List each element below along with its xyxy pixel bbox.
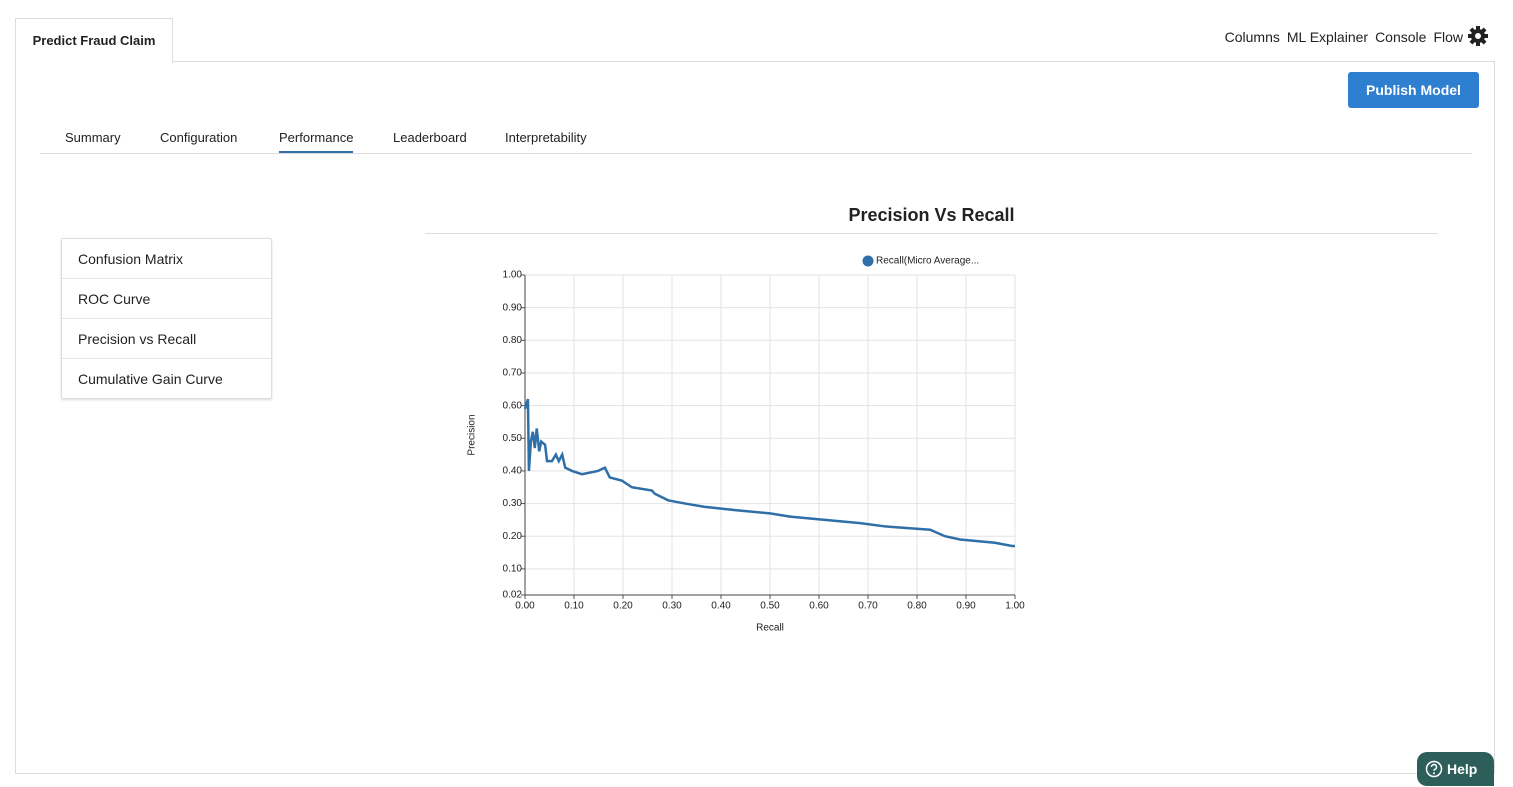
content-frame (15, 61, 1495, 774)
menu-item[interactable]: ROC Curve (62, 279, 271, 319)
y-tick-label: 0.10 (503, 564, 523, 575)
y-tick-label: 0.90 (503, 302, 523, 313)
tab[interactable]: Leaderboard (393, 130, 467, 145)
y-tick-label: 0.40 (503, 466, 523, 477)
y-tick-label: 1.00 (503, 270, 523, 281)
help-icon (1425, 760, 1443, 778)
x-tick-label: 0.10 (564, 601, 584, 612)
tab[interactable]: Configuration (160, 130, 238, 145)
chart-title: Precision Vs Recall (425, 205, 1438, 234)
y-tick-label: 0.60 (503, 400, 523, 411)
x-tick-label: 0.60 (809, 601, 829, 612)
tab[interactable]: Summary (65, 130, 121, 145)
x-tick-label: 0.20 (613, 601, 633, 612)
tab-active[interactable]: Performance (279, 130, 354, 153)
nav-item[interactable]: Columns (1224, 29, 1280, 45)
y-tick-label: 0.30 (503, 498, 523, 509)
x-tick-label: 0.50 (760, 601, 780, 612)
side-menu: Confusion Matrix ROC Curve Precision vs … (61, 238, 272, 399)
app-tab[interactable]: Predict Fraud Claim (15, 18, 173, 63)
tab[interactable]: Interpretability (505, 130, 587, 145)
menu-item[interactable]: Precision vs Recall (62, 319, 271, 359)
nav-item[interactable]: ML Explainer (1286, 29, 1369, 45)
legend-label: Recall(Micro Average... (876, 256, 979, 267)
tab-bar: Summary Configuration Performance Leader… (40, 130, 1472, 154)
help-label: Help (1447, 761, 1478, 777)
y-tick-label: 0.02 (503, 590, 523, 601)
x-tick-label: 0.00 (515, 601, 535, 612)
x-axis-label: Recall (756, 623, 784, 634)
series-line (523, 398, 1015, 548)
y-tick-label: 0.70 (503, 368, 523, 379)
x-tick-label: 0.90 (956, 601, 976, 612)
nav-item[interactable]: Flow (1433, 29, 1463, 45)
x-tick-label: 0.70 (858, 601, 878, 612)
y-axis-label: Precision (467, 414, 478, 455)
settings-icon[interactable] (1467, 25, 1489, 47)
y-tick-label: 0.50 (503, 433, 523, 444)
publish-button[interactable]: Publish Model (1348, 72, 1479, 108)
y-tick-label: 0.20 (503, 531, 523, 542)
x-tick-label: 0.30 (662, 601, 682, 612)
help-button[interactable]: Help (1417, 752, 1494, 786)
legend-swatch (862, 255, 874, 267)
x-tick-label: 1.00 (1005, 601, 1025, 612)
menu-item[interactable]: Confusion Matrix (62, 239, 271, 279)
y-tick-label: 0.80 (503, 335, 523, 346)
x-tick-label: 0.40 (711, 601, 731, 612)
chart: 0.02 0.10 0.20 0.30 0.40 0.50 0.60 0.70 0.80 0.90… (467, 255, 1025, 634)
menu-item[interactable]: Cumulative Gain Curve (78, 371, 223, 387)
top-nav: Columns ML Explainer Console Flow (1225, 29, 1463, 45)
x-tick-label: 0.80 (907, 601, 927, 612)
nav-item[interactable]: Console (1375, 29, 1427, 45)
